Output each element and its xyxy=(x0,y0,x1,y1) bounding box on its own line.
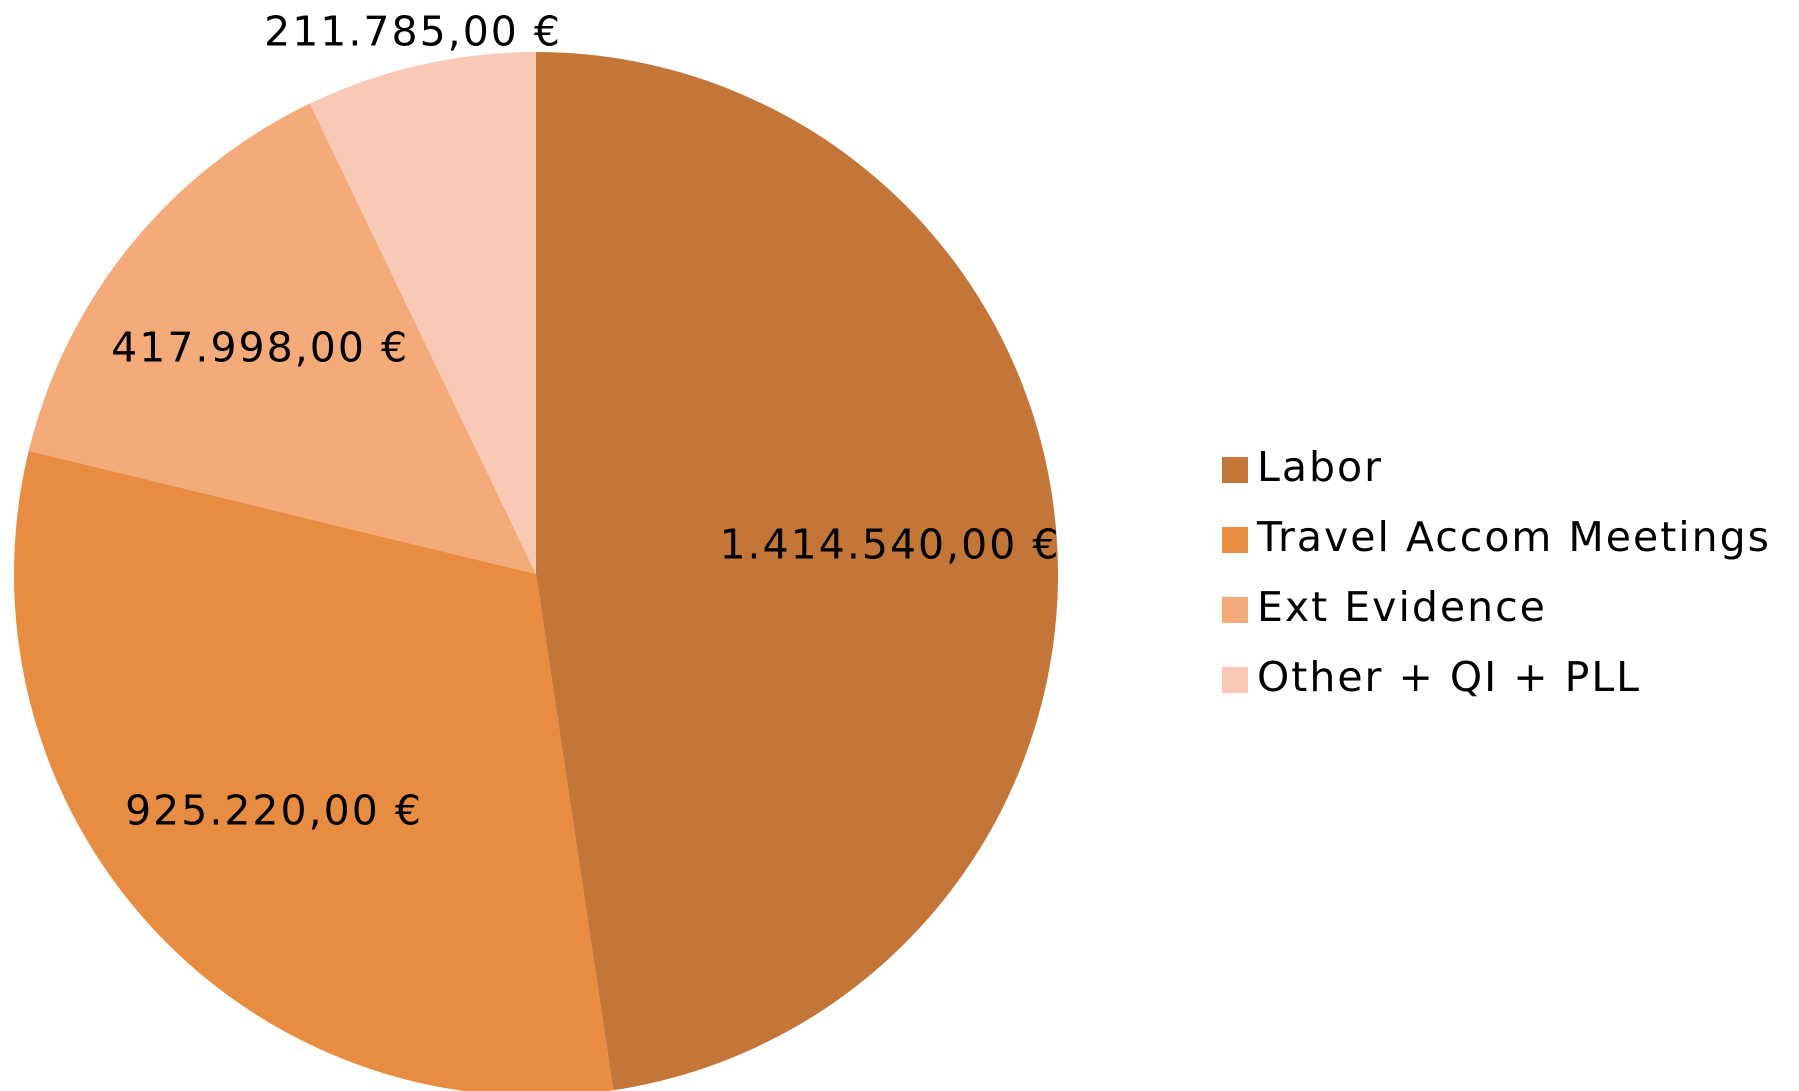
legend-label: Labor xyxy=(1257,443,1383,491)
data-label: 417.998,00 € xyxy=(111,324,409,372)
legend-swatch xyxy=(1222,667,1248,693)
legend-swatch xyxy=(1222,457,1248,483)
legend-label: Ext Evidence xyxy=(1257,583,1547,631)
data-label: 1.414.540,00 € xyxy=(719,521,1060,569)
legend-label: Other + QI + PLL xyxy=(1257,653,1641,701)
pie-slice xyxy=(536,52,1058,1091)
data-label: 925.220,00 € xyxy=(125,786,423,834)
pie-slice xyxy=(309,52,536,574)
legend-swatch xyxy=(1222,527,1248,553)
legend-label: Travel Accom Meetings xyxy=(1256,513,1771,561)
pie-slice xyxy=(28,103,537,574)
pie-slice xyxy=(14,450,614,1091)
data-label: 211.785,00 € xyxy=(264,8,562,56)
legend-swatch xyxy=(1222,597,1248,623)
